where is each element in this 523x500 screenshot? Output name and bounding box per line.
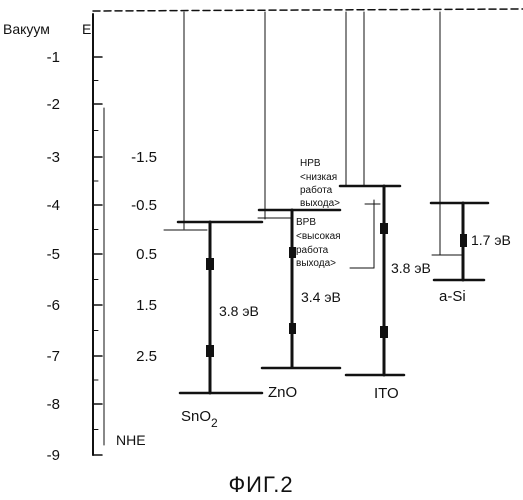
figure-caption: ФИГ.2: [228, 472, 293, 497]
ito-gap-marker: [380, 326, 388, 338]
asi-gap-marker: [460, 234, 467, 247]
vacuum-tick-label: -6: [47, 297, 60, 314]
vacuum-tick-label: -3: [47, 149, 60, 166]
low-work-function-note: <низкая: [300, 172, 337, 183]
low-work-function-note: выхода>: [300, 198, 340, 209]
sno2-band-gap-label: 3.8 эВ: [219, 303, 259, 319]
nhe-label: NHE: [116, 432, 146, 448]
sno2-material-label: SnO2: [181, 408, 218, 430]
nhe-tick-label: -0.5: [131, 197, 157, 214]
low-work-function-note: НРВ: [300, 158, 321, 169]
vacuum-tick-label: -9: [47, 447, 60, 464]
sno2-gap-marker: [206, 345, 214, 357]
nhe-tick-label: -1.5: [131, 149, 157, 166]
zno-band-gap-label: 3.4 эВ: [301, 289, 341, 305]
high-work-function-note: <высокая: [296, 231, 341, 242]
high-work-function-note: выхода>: [296, 258, 336, 269]
high-work-function-note: работа: [296, 244, 329, 256]
asi-material-label: a-Si: [439, 288, 466, 305]
ito-band-gap-label: 3.8 эВ: [391, 260, 431, 276]
ito-material-label: ITO: [374, 385, 399, 402]
energy-symbol: E: [82, 21, 91, 37]
nhe-tick-label: 0.5: [136, 246, 157, 263]
vacuum-level-line: [93, 9, 523, 11]
sno2-subscript: 2: [211, 416, 218, 430]
vacuum-tick-label: -8: [47, 396, 60, 413]
nhe-tick-label: 1.5: [136, 297, 157, 314]
vacuum-tick-label: -1: [47, 49, 60, 66]
zno-material-label: ZnO: [268, 384, 297, 401]
low-work-function-note: работа: [300, 184, 333, 196]
ito-gap-marker: [380, 223, 388, 234]
high-work-function-note: ВРВ: [296, 217, 316, 228]
vacuum-tick-label: -5: [47, 246, 60, 263]
nhe-tick-label: 2.5: [136, 348, 157, 365]
vacuum-tick-label: -4: [47, 197, 60, 214]
vacuum-tick-label: -7: [47, 348, 60, 365]
sno2-gap-marker: [206, 258, 214, 270]
vacuum-axis-title: Вакуум: [3, 21, 50, 37]
vacuum-tick-label: -2: [47, 96, 60, 113]
zno-gap-marker: [289, 247, 296, 258]
asi-band-gap-label: 1.7 эВ: [471, 232, 511, 248]
zno-gap-marker: [289, 323, 296, 334]
